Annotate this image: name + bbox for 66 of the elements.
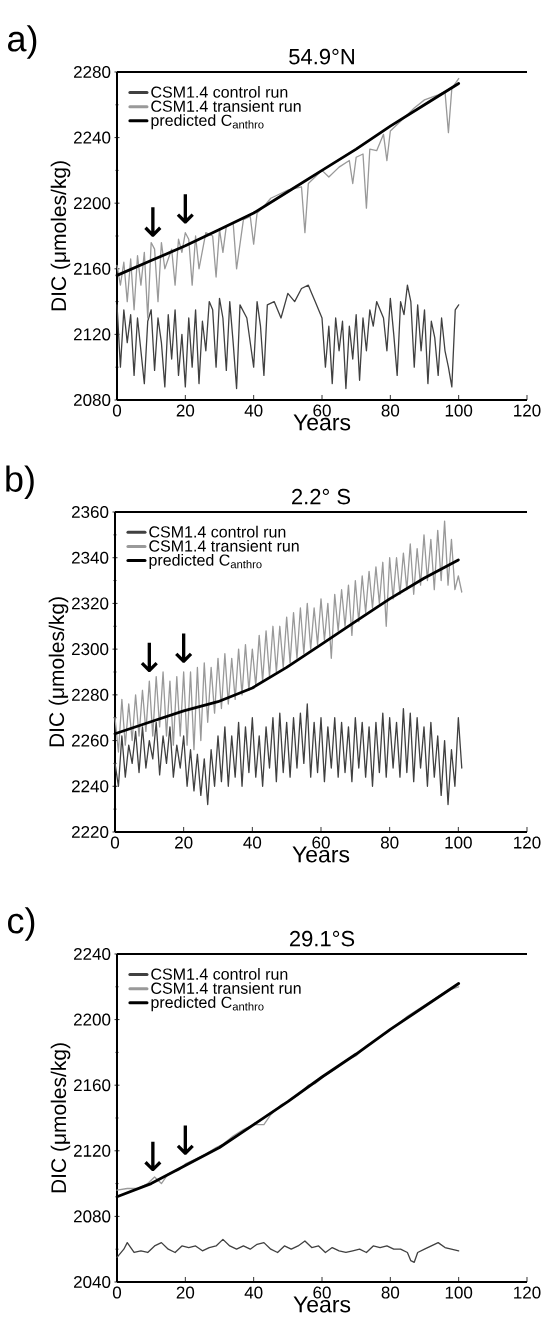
x-tick-label: 120	[514, 404, 541, 417]
x-tick-label: 120	[514, 836, 541, 849]
y-tick-label: 2220	[72, 825, 109, 839]
y-tick-label: 2260	[72, 734, 109, 747]
y-tick-label: 2240	[74, 947, 111, 961]
y-tick-label: 2280	[72, 688, 109, 701]
annotation: ↓	[176, 1125, 194, 1155]
x-tick-label: 20	[176, 404, 195, 417]
x-tick-label: 40	[243, 836, 262, 849]
y-tick-label: 2320	[72, 597, 109, 610]
x-tick-label: 40	[244, 1286, 263, 1299]
legend-label: CSM1.4 control run	[151, 86, 288, 98]
y-tick-label: 2340	[72, 551, 109, 564]
legend-label: CSM1.4 control run	[149, 525, 286, 538]
annotation: ↓	[144, 1141, 162, 1172]
x-tick-label: 0	[112, 404, 122, 417]
y-axis-title: DIC (μmoles/kg)	[50, 161, 71, 311]
x-tick-label: 120	[514, 1286, 541, 1299]
text: c)	[8, 907, 35, 941]
y-tick-label: 2240	[74, 131, 111, 144]
y-axis-title: DIC (μmoles/kg)	[50, 1043, 71, 1193]
y-tick-label: 2200	[74, 1013, 111, 1026]
x-tick-label: 100	[445, 1286, 473, 1299]
legend-label: predicted C$_{anthro}$	[149, 553, 262, 569]
y-tick-label: 2080	[74, 393, 111, 407]
annotation: ↓	[140, 642, 158, 672]
x-tick-label: 40	[244, 404, 263, 417]
legend-label: CSM1.4 control run	[151, 968, 288, 980]
x-tick-label: 80	[380, 836, 399, 849]
x-tick-label: 80	[381, 1286, 400, 1299]
annotation: ↓	[175, 633, 193, 663]
line-series	[114, 703, 463, 806]
y-tick-label: 2200	[74, 197, 111, 210]
x-tick-label: 100	[445, 836, 472, 849]
chart-title: 2.2° S	[292, 488, 351, 505]
y-tick-label: 2240	[72, 780, 109, 793]
legend-label: CSM1.4 transient run	[149, 539, 299, 552]
chart-title: 54.9°N	[289, 48, 354, 65]
line-series	[114, 520, 463, 753]
x-tick-label: 100	[445, 404, 473, 417]
y-tick-label: 2300	[72, 643, 109, 656]
legend-label: predicted C$_{anthro}$	[151, 996, 264, 1012]
y-tick-label: 2160	[74, 1079, 111, 1092]
y-tick-label: 2160	[74, 262, 111, 275]
y-tick-label: 2120	[74, 1144, 111, 1157]
y-tick-label: 2360	[72, 505, 109, 519]
legend-label: CSM1.4 transient run	[151, 100, 301, 112]
annotation: ↓	[144, 207, 162, 237]
chart-title: 29.1°S	[289, 930, 355, 947]
annotation: ↓	[176, 194, 194, 224]
x-tick-label: 20	[176, 1286, 195, 1299]
legend-label: CSM1.4 transient run	[151, 982, 301, 994]
text: a)	[8, 25, 37, 59]
text: b)	[6, 465, 34, 499]
x-tick-label: 80	[381, 404, 400, 417]
y-tick-label: 2080	[74, 1210, 111, 1223]
x-tick-label: 0	[110, 836, 120, 849]
x-tick-label: 0	[112, 1286, 122, 1299]
y-axis-title: DIC (μmoles/kg)	[48, 597, 69, 747]
legend-label: predicted C$_{anthro}$	[151, 114, 264, 130]
line-series	[116, 284, 460, 390]
y-tick-label: 2280	[74, 65, 111, 79]
y-tick-label: 2120	[74, 328, 111, 341]
line-series	[116, 77, 460, 319]
y-tick-label: 2040	[74, 1275, 111, 1289]
x-tick-label: 20	[175, 836, 193, 849]
